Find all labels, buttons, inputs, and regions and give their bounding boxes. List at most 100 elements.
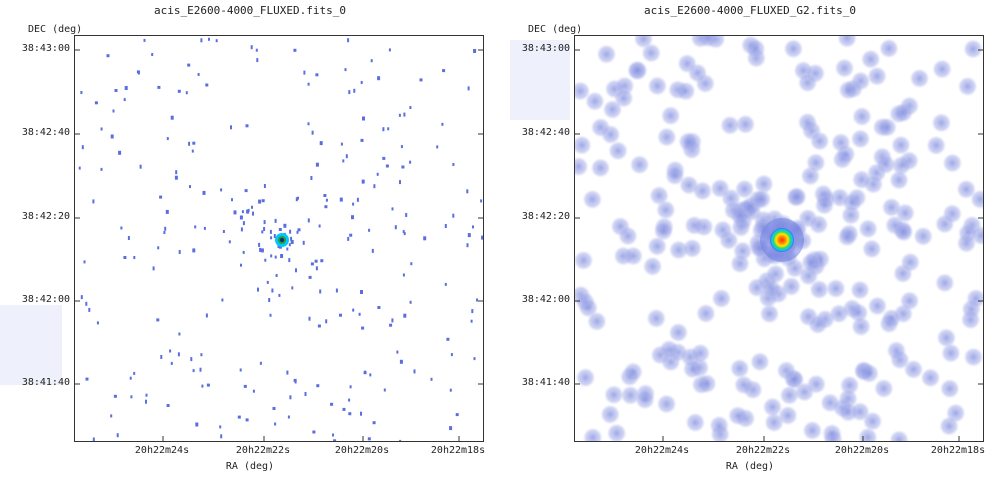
event-pixel <box>242 221 245 226</box>
event-pixel <box>88 307 91 312</box>
event-pixel <box>472 225 474 229</box>
smoothed-blob <box>808 214 829 235</box>
event-pixel <box>289 229 292 234</box>
smoothed-blob <box>709 415 730 436</box>
event-pixel <box>200 38 203 43</box>
smoothed-blob <box>582 427 603 441</box>
smoothed-blob <box>802 420 823 441</box>
event-pixel <box>372 421 376 425</box>
event-pixel <box>349 385 352 389</box>
smoothed-blob <box>889 429 910 441</box>
event-pixel <box>175 170 178 175</box>
event-pixel <box>403 112 406 117</box>
event-pixel <box>294 379 297 384</box>
event-pixel <box>116 433 119 438</box>
image-canvas[interactable] <box>74 35 484 442</box>
smoothed-blob <box>781 276 802 297</box>
event-pixel <box>318 224 321 228</box>
event-pixel <box>133 256 136 259</box>
event-pixel <box>192 248 196 253</box>
event-pixel <box>263 220 266 225</box>
y-tick-label: 38:42:20 <box>521 211 570 222</box>
event-pixel <box>239 215 243 220</box>
event-pixel <box>78 166 81 170</box>
event-pixel <box>291 286 294 290</box>
smoothed-map <box>575 36 983 441</box>
event-pixel <box>361 179 365 184</box>
event-pixel <box>205 313 208 318</box>
event-pixel <box>444 224 447 228</box>
event-pixel <box>112 109 115 113</box>
event-pixel <box>360 81 363 84</box>
y-tick-label: 38:42:40 <box>521 127 570 138</box>
event-pixel <box>197 73 200 76</box>
smoothed-blob <box>590 157 611 178</box>
event-pixel <box>194 225 197 229</box>
event-pixel <box>352 202 355 206</box>
smoothed-blob <box>956 233 977 254</box>
event-pixel <box>362 116 365 121</box>
smoothed-blob <box>602 99 623 120</box>
event-pixel <box>360 138 364 142</box>
smoothed-blob <box>850 128 871 149</box>
smoothed-blob <box>893 102 914 123</box>
panel-title: acis_E2600-4000_FLUXED.fits_0 <box>153 4 347 17</box>
event-pixel <box>396 350 399 354</box>
smoothed-blob <box>586 311 607 332</box>
event-pixel <box>449 388 452 392</box>
event-pixel <box>80 295 83 300</box>
smoothed-blob <box>711 288 732 309</box>
smoothed-blob <box>939 416 960 437</box>
event-pixel <box>320 259 324 263</box>
event-pixel <box>348 90 351 95</box>
smoothed-blob <box>675 81 696 102</box>
event-pixel <box>130 395 133 399</box>
event-pixel <box>110 134 114 139</box>
y-tick-label: 38:42:00 <box>521 294 570 305</box>
event-pixel <box>228 240 231 244</box>
event-pixel <box>470 319 473 323</box>
event-pixel <box>383 388 386 392</box>
smoothed-blob <box>653 221 674 241</box>
smoothed-blob <box>794 382 815 402</box>
bright-source <box>770 228 794 252</box>
event-pixel <box>419 78 423 82</box>
event-pixel <box>353 88 356 93</box>
smoothed-blob <box>893 222 914 243</box>
event-pixel <box>348 412 352 416</box>
event-pixel <box>215 39 218 43</box>
smoothed-blob <box>820 392 841 413</box>
event-pixel <box>188 141 191 146</box>
event-pixel <box>339 197 343 202</box>
event-pixel <box>85 301 88 306</box>
event-pixel <box>199 367 202 372</box>
event-pixel <box>473 357 476 361</box>
event-pixel <box>201 384 204 388</box>
event-pixel <box>80 91 83 94</box>
event-pixel <box>206 383 210 387</box>
event-pixel <box>323 194 327 197</box>
event-pixel <box>258 199 262 204</box>
smoothed-blob <box>942 203 963 224</box>
smoothed-blob <box>729 358 750 379</box>
ra-axis-label: RA (deg) <box>225 461 275 472</box>
event-pixel <box>189 185 191 189</box>
event-pixel <box>351 215 354 220</box>
event-pixel <box>239 368 242 372</box>
smoothed-blob <box>600 404 621 425</box>
event-pixel <box>312 430 316 434</box>
event-pixel <box>192 141 196 145</box>
smoothed-blob <box>900 252 921 273</box>
event-pixel <box>177 89 181 93</box>
event-pixel <box>256 58 259 63</box>
smoothed-blob <box>656 127 677 148</box>
smoothed-blob <box>692 180 713 201</box>
event-pixel <box>399 439 402 441</box>
event-pixel <box>202 190 206 195</box>
image-canvas[interactable] <box>574 35 984 442</box>
smoothed-blob <box>834 58 855 79</box>
event-pixel <box>177 352 180 357</box>
smoothed-blob <box>575 367 596 388</box>
event-pixel <box>81 145 84 150</box>
event-pixel <box>335 288 338 293</box>
